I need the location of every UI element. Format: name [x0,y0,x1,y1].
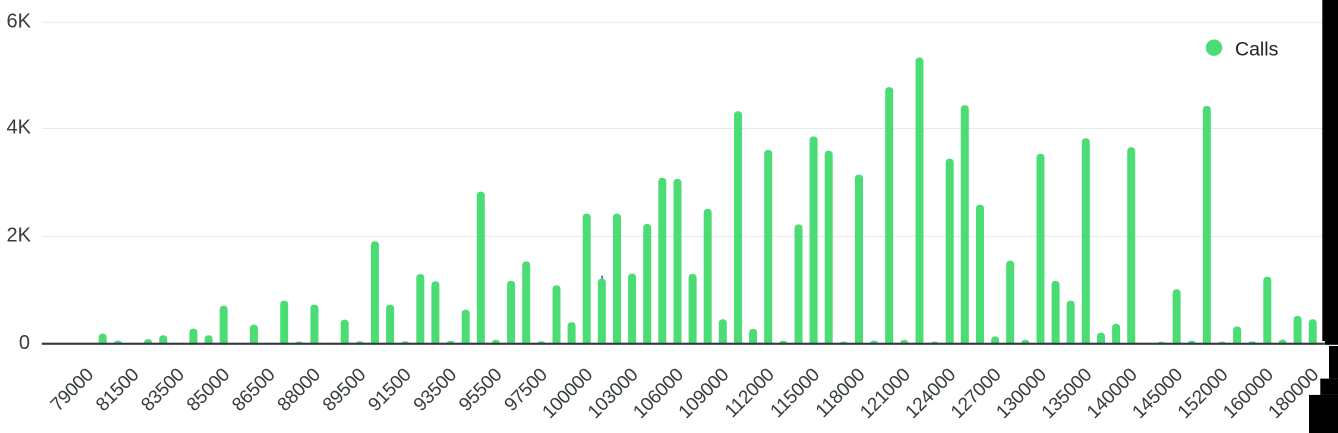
svg-text:Calls: Calls [1235,38,1279,60]
svg-text:4K: 4K [7,117,32,139]
svg-text:2K: 2K [7,225,32,247]
svg-text:0: 0 [19,332,30,354]
svg-text:6K: 6K [7,11,32,33]
